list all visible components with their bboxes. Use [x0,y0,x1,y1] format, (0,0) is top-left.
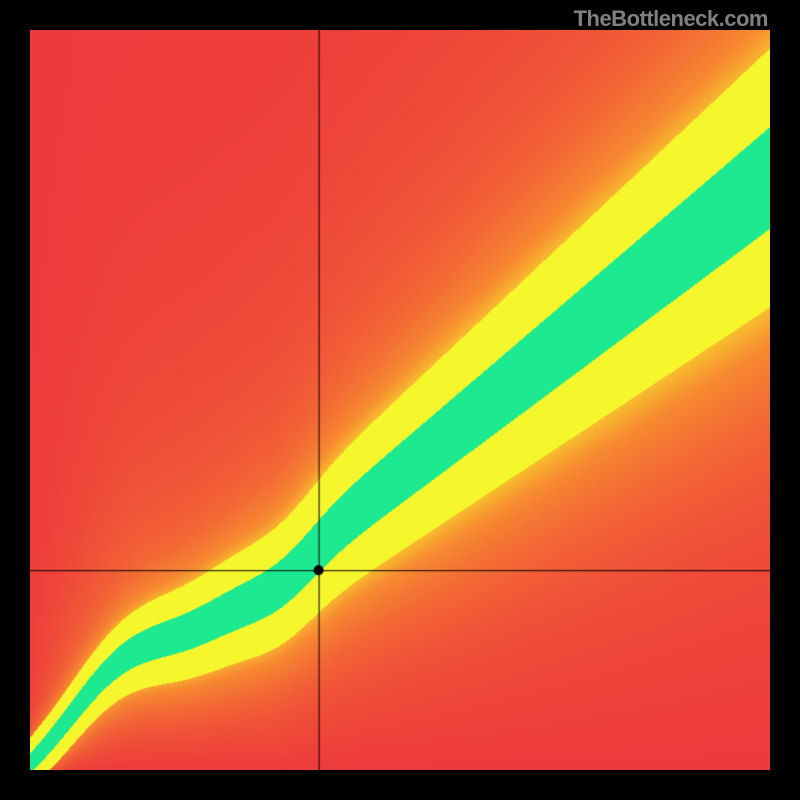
watermark-text: TheBottleneck.com [574,6,768,32]
heatmap-canvas [30,30,770,770]
bottleneck-heatmap-chart [30,30,770,770]
